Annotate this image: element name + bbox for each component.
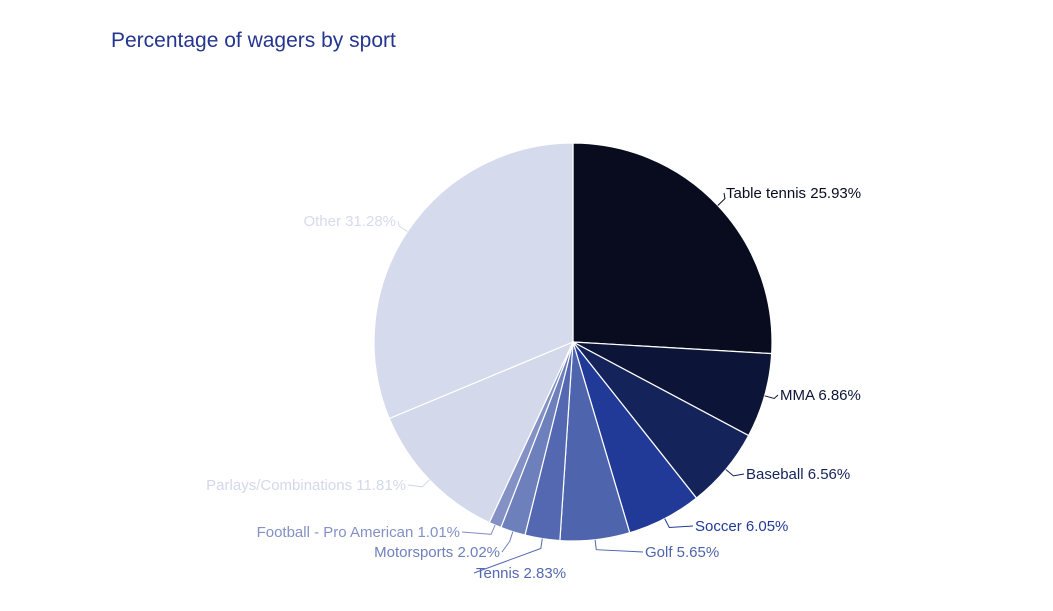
slice-label: Golf 5.65% bbox=[645, 544, 719, 561]
leader-line bbox=[461, 524, 496, 535]
slice-label: Soccer 6.05% bbox=[695, 518, 788, 535]
leader-line bbox=[594, 539, 644, 553]
leader-line bbox=[473, 538, 543, 574]
slice-label: Table tennis 25.93% bbox=[726, 185, 861, 202]
leader-line bbox=[397, 220, 408, 233]
pie-slice-table-tennis bbox=[572, 142, 773, 355]
slice-label: Baseball 6.56% bbox=[746, 466, 850, 483]
slice-label: Parlays/Combinations 11.81% bbox=[206, 477, 406, 494]
chart-title: Percentage of wagers by sport bbox=[111, 29, 396, 52]
slice-label: Motorsports 2.02% bbox=[374, 544, 500, 561]
slice-label: Tennis 2.83% bbox=[476, 565, 566, 582]
pie-slice-other bbox=[373, 142, 574, 420]
slice-label: MMA 6.86% bbox=[780, 387, 861, 404]
pie-slice-parlays-combinations bbox=[388, 340, 575, 524]
slice-label: Other 31.28% bbox=[303, 213, 396, 230]
leader-line bbox=[407, 479, 430, 488]
leader-line bbox=[664, 518, 694, 529]
pie-slices bbox=[373, 142, 773, 542]
leader-line bbox=[717, 192, 726, 206]
label-leader-lines bbox=[397, 192, 779, 574]
leader-line bbox=[725, 469, 745, 477]
slice-labels: Table tennis 25.93% MMA 6.86% Baseball 6.5… bbox=[206, 185, 861, 582]
slice-label: Football - Pro American 1.01% bbox=[257, 524, 460, 541]
leader-line bbox=[764, 394, 779, 400]
leader-line bbox=[501, 531, 514, 553]
